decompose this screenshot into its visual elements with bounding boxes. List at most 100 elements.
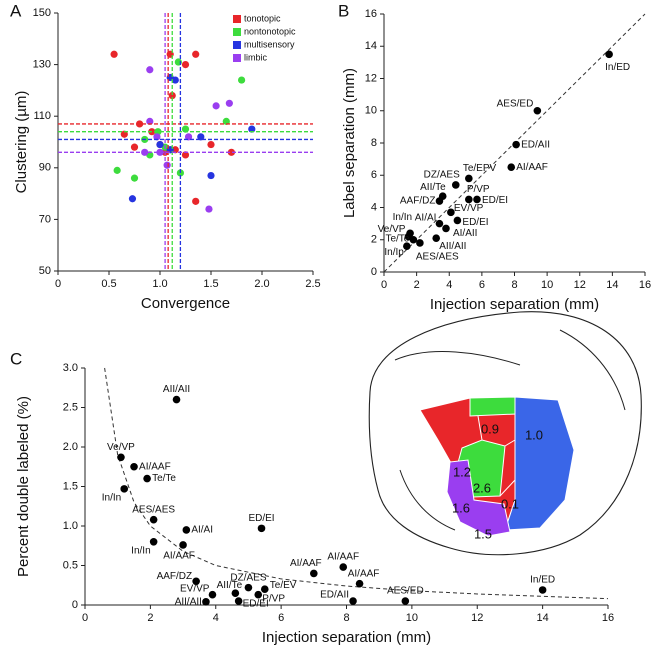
fit-curve: [104, 367, 609, 600]
point: [128, 195, 137, 203]
point: [453, 216, 462, 225]
x-tick-label: 12: [574, 279, 586, 291]
point: [205, 205, 213, 213]
point: [260, 585, 269, 593]
point-label: AI/AAF: [139, 461, 171, 472]
point: [212, 102, 220, 110]
point-label: AI/AAF: [516, 162, 548, 173]
point: [130, 462, 138, 471]
point-label: AES/AES: [416, 252, 459, 263]
point: [533, 106, 542, 115]
point: [349, 597, 357, 605]
point: [149, 515, 158, 524]
point: [207, 171, 215, 180]
x-tick-label: 6: [479, 279, 485, 291]
point: [435, 219, 444, 228]
region-value: 2.6: [473, 480, 491, 495]
region-borders: [477, 415, 516, 497]
y-tick-label: 2.0: [63, 441, 78, 453]
point-label: P/VP: [467, 184, 490, 195]
point: [130, 143, 139, 151]
point-label: DZ/AES: [230, 572, 266, 583]
point: [401, 597, 410, 605]
x-tick-label: 0: [381, 279, 387, 291]
point-label: Te/Te: [385, 233, 409, 244]
x-tick-label: 14: [537, 612, 549, 624]
x-tick-label: 2: [414, 279, 420, 291]
point: [110, 50, 118, 58]
point-label: Ve/VP: [107, 442, 135, 453]
y-tick-label: 1.5: [63, 480, 78, 492]
point: [182, 526, 191, 534]
y-tick-label: 110: [33, 110, 51, 122]
point: [197, 133, 205, 141]
region-value: 1.5: [474, 526, 492, 541]
region-value: 1.2: [453, 464, 471, 479]
point: [538, 586, 547, 594]
x-tick-label: 10: [406, 612, 418, 624]
point: [192, 197, 200, 205]
brain-sulcus: [394, 329, 626, 531]
point: [248, 125, 256, 133]
x-tick-label: 4: [446, 279, 452, 291]
y-tick-label: 12: [365, 72, 377, 84]
point: [171, 146, 179, 154]
legend-swatch: [233, 15, 241, 23]
point: [605, 50, 613, 59]
point: [465, 174, 473, 183]
point-label: In/ED: [530, 575, 555, 586]
point: [181, 61, 190, 69]
point: [192, 50, 200, 58]
point: [234, 597, 243, 605]
point-label: AES/ED: [387, 586, 424, 597]
point-label: ED/AII: [521, 139, 550, 150]
point: [146, 66, 154, 74]
point: [442, 224, 450, 233]
point: [117, 453, 125, 462]
legend-label: multisensory: [244, 39, 295, 49]
region-value: 0.9: [481, 421, 499, 436]
x-tick-label: 8: [343, 612, 349, 624]
point-label: AII/AII: [163, 384, 190, 395]
y-axis-title: Percent double labeled (%): [15, 396, 32, 577]
x-tick-label: 8: [511, 279, 517, 291]
point: [202, 598, 210, 606]
panel-label: C: [10, 349, 22, 368]
point: [120, 130, 128, 138]
point: [207, 140, 215, 149]
y-tick-label: 130: [33, 59, 51, 71]
point: [231, 589, 240, 597]
point: [149, 538, 158, 546]
x-tick-label: 1.0: [152, 278, 167, 290]
y-tick-label: 4: [371, 201, 377, 213]
point: [120, 485, 129, 493]
point-label: AI/AI: [415, 212, 437, 223]
point: [179, 541, 187, 549]
point: [254, 590, 263, 599]
legend-label: tonotopic: [244, 13, 281, 23]
region-green-top: [469, 396, 517, 417]
point: [451, 181, 460, 189]
region-value: 0.1: [501, 496, 519, 511]
y-tick-label: 0: [72, 599, 78, 611]
x-tick-label: 2: [147, 612, 153, 624]
point-label: EV/VP: [454, 203, 484, 214]
legend-swatch: [233, 28, 241, 36]
point-label: Ve/VP: [378, 224, 406, 235]
point: [208, 590, 217, 599]
y-tick-label: 90: [39, 162, 51, 174]
x-axis-title: Injection separation (mm): [262, 629, 431, 646]
point-label: EV/VP: [180, 583, 210, 594]
point: [153, 133, 161, 141]
y-tick-label: 150: [33, 7, 51, 19]
point-label: Te/Te: [152, 473, 176, 484]
y-tick-label: 50: [39, 265, 51, 277]
point-label: AI/AAF: [348, 568, 380, 579]
x-tick-label: 12: [471, 612, 483, 624]
point: [222, 117, 230, 125]
point-label: AII/Te: [420, 182, 446, 193]
region-purple: [446, 459, 511, 537]
point-label: ED/EI: [248, 513, 274, 524]
